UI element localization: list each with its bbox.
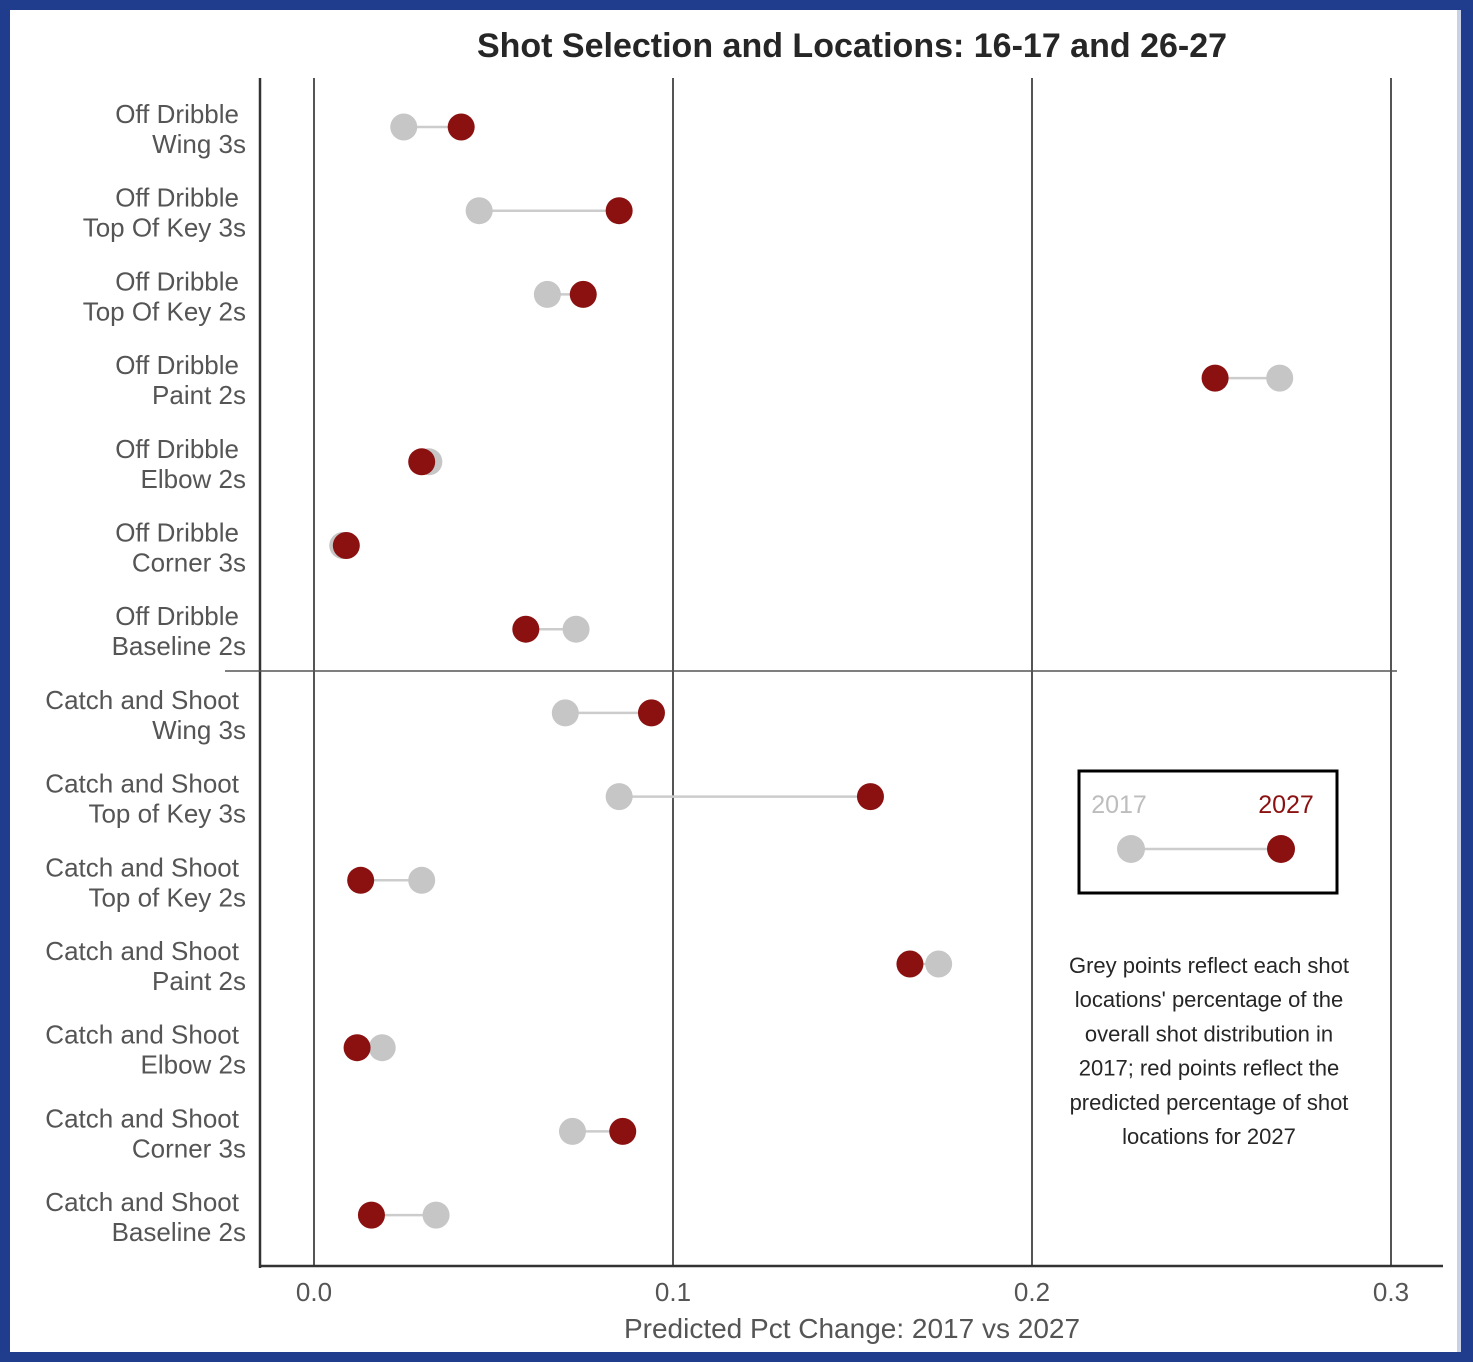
y-label-line1-6: Off Dribble bbox=[115, 601, 239, 631]
x-axis-label: Predicted Pct Change: 2017 vs 2027 bbox=[624, 1313, 1080, 1344]
y-label-line1-12: Catch and Shoot bbox=[45, 1103, 239, 1133]
y-label-line1-2: Off Dribble bbox=[115, 266, 239, 296]
point-2027-13 bbox=[357, 1201, 385, 1229]
point-2017-8 bbox=[605, 783, 633, 811]
legend-dot-2027 bbox=[1267, 835, 1295, 863]
x-tick-label-0: 0.0 bbox=[296, 1277, 332, 1307]
point-2017-7 bbox=[551, 699, 579, 727]
annotation-line-2: overall shot distribution in bbox=[1085, 1021, 1333, 1046]
point-2017-9 bbox=[408, 866, 436, 894]
y-label-line1-9: Catch and Shoot bbox=[45, 852, 239, 882]
y-label-line2-12: Corner 3s bbox=[132, 1133, 246, 1163]
y-label-line1-3: Off Dribble bbox=[115, 350, 239, 380]
y-label-line1-11: Catch and Shoot bbox=[45, 1020, 239, 1050]
y-label-line2-8: Top of Key 3s bbox=[88, 799, 246, 829]
point-2027-9 bbox=[347, 866, 375, 894]
x-axis-ticks: 0.0 0.1 0.2 0.3 bbox=[296, 1277, 1409, 1307]
point-2027-1 bbox=[605, 197, 633, 225]
point-2027-10 bbox=[896, 950, 924, 978]
annotation-line-5: locations for 2027 bbox=[1122, 1124, 1296, 1149]
annotation-line-1: locations' percentage of the bbox=[1075, 987, 1343, 1012]
y-label-line1-4: Off Dribble bbox=[115, 434, 239, 464]
point-2027-7 bbox=[637, 699, 665, 727]
y-label-line2-1: Top Of Key 3s bbox=[83, 213, 246, 243]
y-label-line1-7: Catch and Shoot bbox=[45, 685, 239, 715]
point-2017-1 bbox=[465, 197, 493, 225]
point-2027-8 bbox=[856, 783, 884, 811]
legend-box bbox=[1077, 769, 1339, 895]
point-2017-12 bbox=[558, 1117, 586, 1145]
legend-dot-2017 bbox=[1117, 835, 1145, 863]
grid-lines bbox=[313, 78, 1392, 1266]
point-2017-2 bbox=[533, 280, 561, 308]
y-label-line2-5: Corner 3s bbox=[132, 548, 246, 578]
y-label-line2-4: Elbow 2s bbox=[141, 464, 247, 494]
y-label-line2-2: Top Of Key 2s bbox=[83, 296, 246, 326]
point-2017-10 bbox=[925, 950, 953, 978]
y-label-line1-13: Catch and Shoot bbox=[45, 1187, 239, 1217]
point-2027-6 bbox=[512, 615, 540, 643]
point-2027-5 bbox=[332, 532, 360, 559]
y-label-line2-0: Wing 3s bbox=[152, 129, 246, 159]
point-2017-13 bbox=[422, 1201, 450, 1229]
y-label-line1-1: Off Dribble bbox=[115, 183, 239, 213]
y-label-line2-3: Paint 2s bbox=[152, 380, 246, 410]
y-label-line2-7: Wing 3s bbox=[152, 715, 246, 745]
y-label-line2-9: Top of Key 2s bbox=[88, 882, 246, 912]
point-2017-0 bbox=[390, 113, 418, 141]
y-label-line2-6: Baseline 2s bbox=[112, 631, 246, 661]
point-2027-12 bbox=[609, 1117, 637, 1145]
annotation-line-4: predicted percentage of shot bbox=[1070, 1090, 1349, 1115]
point-2027-4 bbox=[408, 448, 436, 476]
legend: 2017 2027 bbox=[1077, 769, 1339, 895]
annotation-note: Grey points reflect each shot locations' … bbox=[1069, 953, 1349, 1149]
point-2027-2 bbox=[569, 280, 597, 308]
y-label-line2-10: Paint 2s bbox=[152, 966, 246, 996]
y-label-line2-11: Elbow 2s bbox=[141, 1050, 247, 1080]
point-2027-3 bbox=[1201, 364, 1229, 392]
x-tick-label-2: 0.2 bbox=[1014, 1277, 1050, 1307]
annotation-line-3: 2017; red points reflect the bbox=[1079, 1056, 1340, 1081]
y-label-line2-13: Baseline 2s bbox=[112, 1217, 246, 1247]
chart-title: Shot Selection and Locations: 16-17 and … bbox=[477, 27, 1227, 65]
point-2017-6 bbox=[562, 615, 590, 643]
x-tick-label-3: 0.3 bbox=[1373, 1277, 1409, 1307]
y-label-line1-5: Off Dribble bbox=[115, 518, 239, 548]
y-label-line1-0: Off Dribble bbox=[115, 99, 239, 129]
axes bbox=[225, 78, 1443, 1268]
y-label-line1-8: Catch and Shoot bbox=[45, 769, 239, 799]
y-label-line1-10: Catch and Shoot bbox=[45, 936, 239, 966]
legend-label-2017: 2017 bbox=[1091, 791, 1147, 819]
point-2017-3 bbox=[1266, 364, 1294, 392]
point-2017-11 bbox=[368, 1034, 396, 1062]
x-tick-label-1: 0.1 bbox=[655, 1277, 691, 1307]
annotation-line-0: Grey points reflect each shot bbox=[1069, 953, 1349, 978]
point-2027-11 bbox=[343, 1034, 371, 1062]
legend-label-2027: 2027 bbox=[1258, 791, 1314, 819]
point-2027-0 bbox=[447, 113, 475, 141]
data-marks bbox=[329, 113, 1294, 1229]
